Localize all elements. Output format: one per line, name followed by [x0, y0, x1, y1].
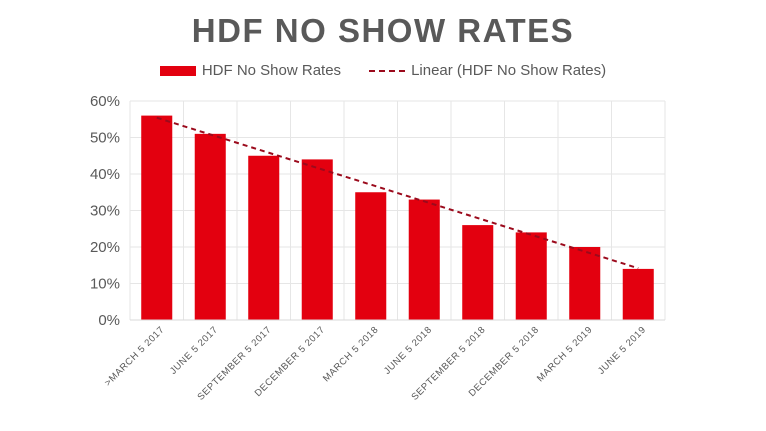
x-tick-label: JUNE 5 2019: [596, 324, 648, 376]
chart-title: HDF NO SHOW RATES: [191, 12, 575, 49]
bar: [622, 268, 654, 320]
bar: [141, 115, 173, 320]
x-tick-label: JUNE 5 2017: [168, 324, 220, 376]
x-tick-label: MARCH 5 2019: [535, 324, 595, 384]
x-tick-label: >MARCH 5 2017: [103, 324, 167, 388]
bar: [301, 159, 333, 320]
x-tick-label: JUNE 5 2018: [382, 324, 434, 376]
legend-label-trendline: Linear (HDF No Show Rates): [411, 62, 607, 79]
y-axis: 0% 10% 20% 30% 40% 50% 60%: [90, 93, 120, 329]
trendline-group: [156, 116, 639, 270]
bar: [569, 247, 601, 320]
legend-swatch-bar: [159, 65, 196, 76]
bar: [515, 232, 547, 320]
y-tick-label: 50%: [90, 130, 120, 147]
y-tick-label: 30%: [90, 203, 120, 220]
y-tick-label: 10%: [90, 276, 120, 293]
legend-swatch-trendline: [369, 69, 406, 72]
bars: [141, 115, 654, 320]
bar: [408, 199, 440, 320]
y-tick-label: 40%: [90, 166, 120, 183]
legend-label-bars: HDF No Show Rates: [201, 62, 342, 79]
trendline: [156, 116, 639, 270]
bar: [355, 192, 387, 320]
bar: [462, 225, 494, 320]
legend-item-trendline: Linear (HDF No Show Rates): [369, 62, 606, 79]
legend-item-bars: HDF No Show Rates: [159, 62, 342, 79]
y-tick-label: 20%: [90, 239, 120, 256]
x-tick-label: MARCH 5 2018: [321, 324, 381, 384]
bar: [248, 155, 280, 320]
y-tick-label: 0%: [98, 312, 120, 329]
chart-legend: HDF No Show Rates Linear (HDF No Show Ra…: [0, 62, 766, 79]
y-tick-label: 60%: [90, 93, 120, 110]
bar: [194, 133, 226, 320]
